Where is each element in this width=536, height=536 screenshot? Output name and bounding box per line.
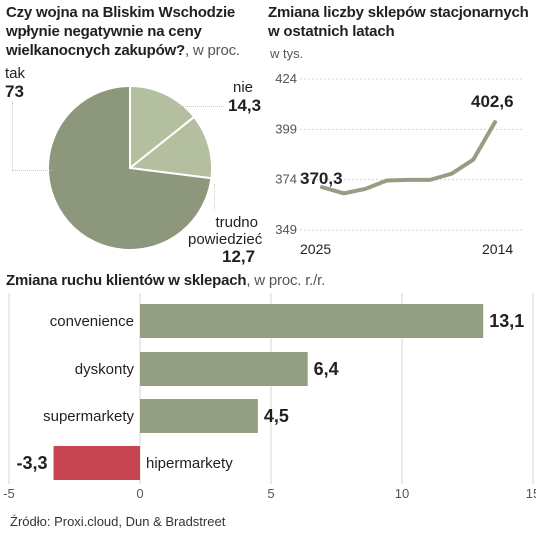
line-title: Zmiana liczby sklepów stacjonarnych w os…: [268, 4, 529, 40]
pie-label-nie: nie: [233, 79, 254, 96]
source-note: Źródło: Proxi.cloud, Dun & Bradstreet: [10, 514, 226, 529]
bar-title-text: Zmiana ruchu klientów w sklepach: [6, 272, 247, 289]
bar-supermarkety: [140, 399, 258, 433]
bar-value-convenience: 13,1: [489, 311, 524, 331]
line-x-label-end: 2014: [482, 241, 514, 257]
bar-xtick-5: 5: [267, 486, 274, 501]
bar-title: Zmiana ruchu klientów w sklepach, w proc…: [6, 271, 526, 290]
line-ytick-349: 349: [275, 222, 297, 237]
line-end-label: 402,6: [471, 92, 514, 111]
line-ytick-424: 424: [275, 71, 297, 86]
line-unit: w tys.: [270, 46, 304, 61]
pie-slice-trudno: [127, 115, 213, 180]
line-ytick-374: 374: [275, 172, 297, 187]
pie-leader-tak: [12, 102, 13, 170]
pie-label-tak: tak: [5, 65, 26, 82]
bar-value-supermarkety: 4,5: [264, 406, 289, 426]
bar-category-hipermarkety: hipermarkety: [146, 455, 233, 472]
pie-label-trudno: trudno powiedzieć: [188, 214, 262, 248]
bar-xtick-10: 10: [395, 486, 409, 501]
pie-slice-tak: [47, 84, 213, 251]
bar-value-hipermarkety: -3,3: [17, 453, 48, 473]
bar-category-convenience: convenience: [50, 313, 134, 330]
bar-category-supermarkety: supermarkety: [43, 408, 134, 425]
pie-title: Czy wojna na Bliskim Wschodzie wpłynie n…: [6, 3, 256, 60]
bar-subtitle: , w proc. r./r.: [246, 272, 326, 289]
bar-hipermarkety: [53, 446, 140, 480]
pie-subtitle: , w proc.: [184, 42, 240, 59]
pie-title-text: Czy wojna na Bliskim Wschodzie wpłynie n…: [6, 4, 236, 59]
bar-xtick--5: -5: [3, 486, 15, 501]
bar-xtick-0: 0: [136, 486, 143, 501]
line-series: [320, 120, 497, 196]
pie-leader-tak-h: [12, 170, 52, 171]
line-x-label-start: 2025: [300, 241, 332, 257]
bar-xtick-15: 15: [526, 486, 536, 501]
line-start-label: 370,3: [300, 169, 343, 188]
pie-value-tak: 73: [5, 82, 24, 101]
line-ytick-399: 399: [275, 121, 297, 136]
pie-value-trudno: 12,7: [222, 247, 256, 266]
pie-leader-trudno: [214, 184, 215, 210]
pie-value-nie: 14,3: [228, 96, 262, 115]
bar-category-dyskonty: dyskonty: [75, 361, 135, 378]
bar-value-dyskonty: 6,4: [314, 359, 339, 379]
pie-leader-nie: [178, 106, 224, 107]
bar-convenience: [140, 304, 484, 338]
pie-label-trudno-text: trudno powiedzieć: [188, 214, 263, 248]
bar-dyskonty: [140, 352, 308, 386]
